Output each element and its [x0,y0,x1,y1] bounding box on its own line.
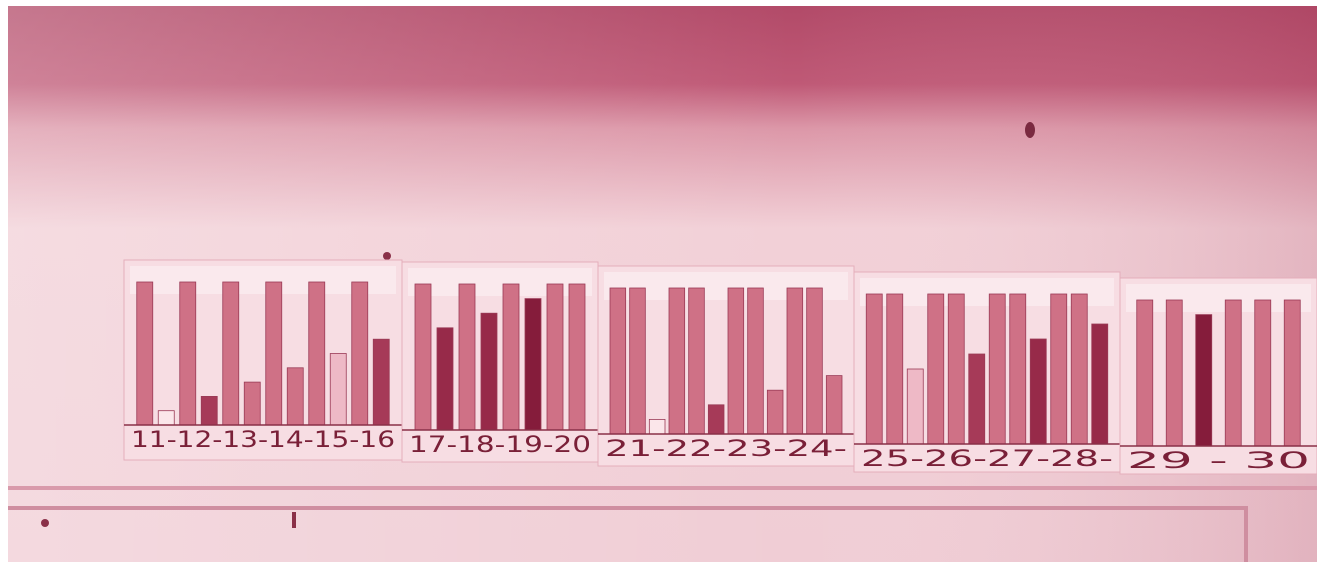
paper-bar [825,375,843,435]
paper-bar [648,418,666,435]
strip-label: 21-22-23-24- [605,437,847,462]
paper-bar [806,287,823,435]
paper-bar [329,353,347,426]
plastic-glare [408,268,592,296]
paper-bar [1165,299,1183,447]
paper-bar [222,281,240,426]
paper-bar [524,298,542,431]
paper-bar [1029,338,1047,445]
paper-bar [1224,299,1242,447]
paper-bar [1091,323,1109,445]
paper-bar [727,287,745,435]
paper-bar [200,395,218,426]
paper-bar [480,312,498,431]
paper-bar [458,283,476,431]
chart-strip: 11-12-13-14-15-16 [123,259,403,461]
paper-bar [351,281,369,426]
paper-bar [308,281,326,426]
paper-bar [265,281,283,426]
door-frame-top [8,506,1248,510]
paper-bar [1070,293,1088,445]
paper-bar [157,410,175,426]
scene: 11-12-13-14-15-16 17-18-19-20 21-22-23-24-… [8,6,1317,562]
strip-label: 29 - 30 [1127,449,1310,474]
paper-bar [243,381,261,426]
paper-sheet [401,261,599,463]
chart-strip: 21-22-23-24- [597,265,855,467]
paper-bar [1195,314,1213,447]
paper-bar [865,293,883,445]
strip-label: 17-18-19-20 [409,433,591,458]
chart-strip: 25-26-27-28- [853,271,1121,473]
paper-bar [1050,293,1068,445]
paper-bar [1283,299,1301,447]
wall-mark [292,512,296,528]
paper-bar [1254,299,1272,447]
paper-bar [707,404,725,435]
chart-strip: 29 - 30 [1119,277,1317,475]
paper-bar [906,368,924,445]
molding-line [8,486,1317,490]
paper-bar [546,283,564,431]
chart-strip: 17-18-19-20 [401,261,599,463]
paper-bar [136,281,154,426]
paper-bar [668,287,686,435]
paper-bar [766,389,784,435]
paper-bar [1136,299,1154,447]
paper-bar [988,293,1006,445]
paper-bar [414,283,432,431]
wall-mark [41,519,49,527]
paper-bar [502,283,520,431]
wall-mark [383,252,391,260]
paper-bar [629,287,646,435]
paper-bar [609,287,627,435]
paper-bar [436,327,454,431]
paper-bar [786,287,804,435]
paper-bar [947,293,965,445]
paper-bar [927,293,945,445]
paper-bar [747,287,764,435]
strip-label: 25-26-27-28- [861,447,1113,472]
paper-bar [968,353,986,445]
chart-strips: 11-12-13-14-15-16 17-18-19-20 21-22-23-24-… [123,259,1317,475]
plastic-glare [1126,284,1311,312]
paper-bar [179,281,197,426]
paper-bar [688,287,705,435]
paper-bar [372,338,390,426]
wall-mark [1025,122,1035,138]
door-frame-edge [1244,506,1248,562]
strip-label: 11-12-13-14-15-16 [131,428,395,453]
paper-bar [568,283,586,431]
paper-bar [1009,293,1027,445]
paper-bar [886,293,904,445]
paper-bar [286,367,304,426]
